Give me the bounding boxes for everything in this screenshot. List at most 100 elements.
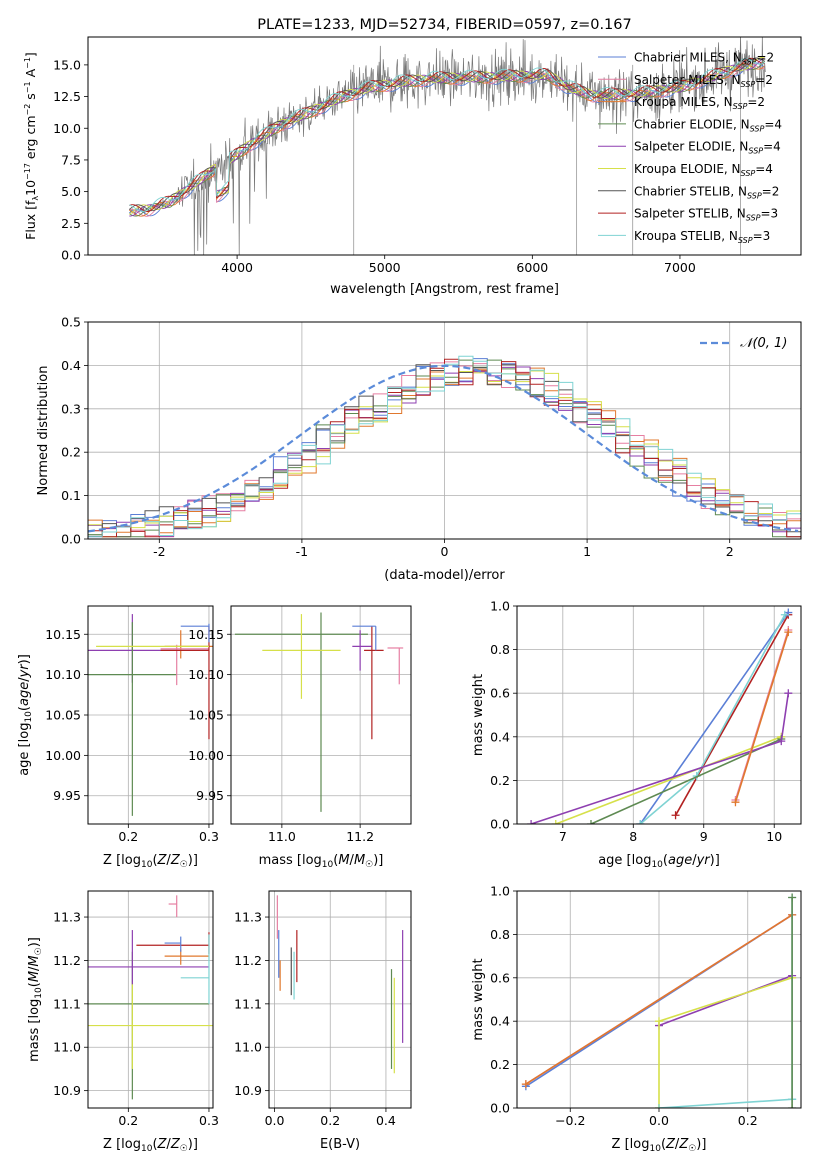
x-tick-label: −0.2	[555, 1113, 585, 1128]
y-tick-label: 0.6	[490, 686, 510, 701]
y-tick-label: 9.95	[196, 788, 224, 803]
panel-spectrum: 4000 5000 6000 7000 0.0 2.5 5.0 7.5 10.0 12.5 15.0…	[23, 17, 802, 297]
y-tick-label: 0.4	[61, 358, 81, 373]
y-axis-label: mass weight	[471, 958, 486, 1040]
plot-area	[234, 612, 404, 812]
x-tick-label: 9	[700, 829, 708, 844]
spectrum-model-line	[129, 58, 765, 212]
x-tick-label: 0.2	[118, 1113, 138, 1128]
y-tick-label: 0.0	[490, 1101, 510, 1116]
weight-series-line	[658, 897, 793, 1108]
panel-residuals: -2 -1 0 1 2 0.0 0.1 0.2 0.3 0.4 0.5 (data-model)/er…	[36, 315, 802, 583]
y-tick-label: 10.15	[188, 627, 224, 642]
weight-point-marker	[784, 689, 793, 698]
y-tick-label: 2.5	[61, 216, 81, 231]
y-tick-label: 11.0	[234, 1040, 262, 1055]
x-axis-label: age [log10(age/yr)]	[598, 853, 720, 870]
y-tick-label: 0.0	[61, 248, 81, 263]
panel-mass_vs_ebv: 0.0 0.2 0.4 10.9 11.0 11.1 11.2 11.3 E(B-V)	[234, 890, 412, 1152]
x-tick-label: -1	[296, 544, 308, 559]
weight-series-line	[525, 914, 793, 1085]
weight-series-line	[639, 612, 789, 824]
y-tick-label: 0.2	[61, 445, 81, 460]
x-tick-label: 0	[441, 544, 449, 559]
weight-series-line	[590, 738, 782, 824]
x-tick-label: 0.0	[649, 1113, 669, 1128]
errorbar-point	[352, 630, 372, 671]
weight-point-marker	[777, 737, 786, 746]
errorbar-point	[88, 982, 213, 1069]
axes-frame	[87, 36, 802, 256]
errorbar-point	[160, 626, 210, 740]
x-axis-label: wavelength [Angstrom, rest frame]	[330, 282, 559, 297]
axes-frame	[516, 605, 802, 825]
x-tick-label: 5000	[369, 260, 401, 275]
x-tick-label: 0.2	[738, 1113, 758, 1128]
x-axis-label: Z [log10(Z/Z☉)]	[103, 853, 198, 870]
weight-point-marker	[655, 1104, 663, 1108]
x-tick-label: 0.0	[265, 1113, 285, 1128]
errorbar-point	[387, 647, 404, 685]
weight-point-marker	[671, 811, 680, 820]
spectrum-model-line	[129, 57, 765, 212]
y-tick-label: 1.0	[490, 884, 510, 899]
axes-frame	[268, 890, 412, 1109]
weight-series-line	[658, 977, 793, 1108]
y-tick-label: 11.3	[53, 910, 81, 925]
legend-entry: Chabrier ELODIE, NSSP=4	[634, 117, 782, 133]
errorbar-point	[164, 936, 182, 952]
plot-area	[527, 608, 793, 824]
legend-entry: Kroupa ELODIE, NSSP=4	[634, 162, 773, 178]
weight-point-marker	[521, 1080, 530, 1089]
y-tick-label: 0.8	[490, 642, 510, 657]
errorbar-point	[352, 625, 377, 651]
x-tick-label: 10	[766, 829, 782, 844]
y-tick-label: 0.2	[490, 773, 510, 788]
legend-entry: Salpeter ELODIE, NSSP=4	[634, 140, 781, 156]
x-tick-label: 6000	[516, 260, 548, 275]
panel-mass_vs_Z: 0.2 0.3 10.9 11.0 11.1 11.2 11.3 Z [log10(Z/Z☉)…	[27, 890, 219, 1154]
x-tick-label: 1	[583, 544, 591, 559]
errorbar-point	[364, 626, 384, 740]
x-tick-label: 0.2	[118, 829, 138, 844]
x-axis-label: Z [log10(Z/Z☉)]	[612, 1137, 707, 1154]
weight-point-marker	[784, 628, 793, 637]
x-tick-label: 0.4	[376, 1113, 396, 1128]
legend-entry: Kroupa MILES, NSSP=2	[634, 95, 765, 111]
errorbar-point	[180, 623, 210, 643]
legend-entry: Chabrier MILES, NSSP=2	[634, 51, 774, 67]
plot-area	[129, 37, 766, 255]
x-tick-label: 4000	[221, 260, 253, 275]
weight-point-marker	[788, 893, 797, 902]
y-tick-label: 10.05	[188, 708, 224, 723]
y-tick-label: 0.5	[61, 315, 81, 330]
y-tick-label: 5.0	[61, 184, 81, 199]
y-tick-label: 11.0	[53, 1040, 81, 1055]
weight-point-marker	[731, 798, 740, 807]
plot-area	[88, 895, 213, 1100]
x-axis-label: Z [log10(Z/Z☉)]	[103, 1137, 198, 1154]
weight-point-marker	[788, 1104, 797, 1108]
y-tick-label: 0.8	[490, 927, 510, 942]
spectrum-model-line	[129, 57, 765, 212]
y-tick-label: 0.4	[490, 1014, 510, 1029]
x-tick-label: 0.3	[199, 829, 219, 844]
y-tick-label: 0.0	[490, 817, 510, 832]
y-tick-label: 10.9	[234, 1083, 262, 1098]
y-tick-label: 10.00	[188, 748, 224, 763]
weight-series-line	[674, 614, 789, 816]
plot-area	[276, 895, 404, 1074]
x-tick-label: 8	[629, 829, 637, 844]
x-tick-label: 7000	[664, 260, 696, 275]
chart-title: PLATE=1233, MJD=52734, FIBERID=0597, z=0…	[257, 17, 631, 33]
x-tick-label: 7	[559, 829, 567, 844]
y-tick-label: 0.0	[61, 532, 81, 547]
y-tick-label: 10.00	[45, 748, 81, 763]
errorbar-point	[164, 949, 209, 965]
y-tick-label: 10.05	[45, 708, 81, 723]
y-axis-label: age [log10(age/yr)]	[17, 654, 34, 776]
y-tick-label: 15.0	[53, 57, 81, 72]
x-tick-label: 0.3	[199, 1113, 219, 1128]
y-axis-label: Flux [fλ10−17 erg cm−2 s−1 A−1]	[23, 52, 40, 240]
x-axis-label: mass [log10(M/M☉)]	[259, 853, 384, 870]
